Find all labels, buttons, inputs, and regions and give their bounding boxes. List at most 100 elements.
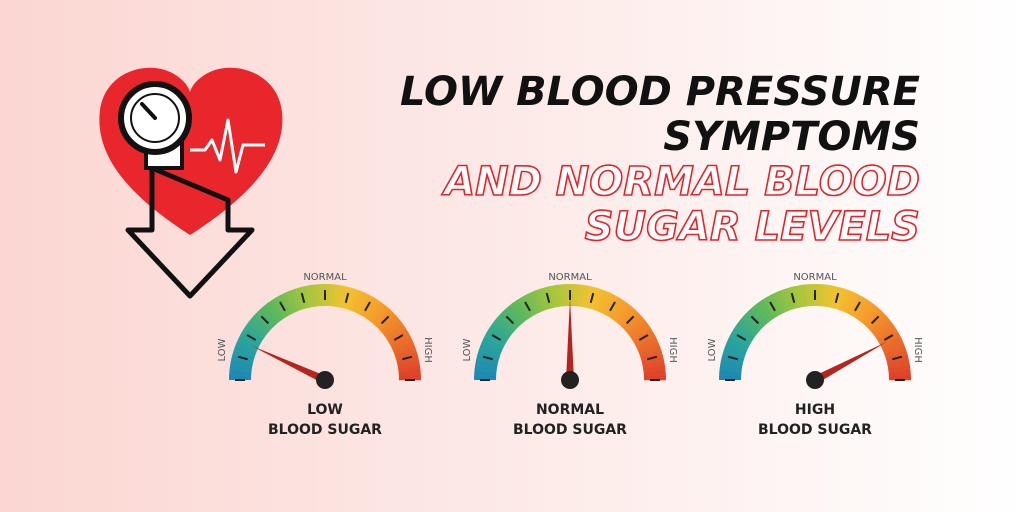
- gauge-arc: [484, 331, 507, 347]
- gauge-arc: [379, 315, 400, 334]
- gauge-tick: [279, 301, 286, 312]
- subtitle-line: AND NORMAL BLOOD: [441, 159, 920, 205]
- gauge-arc: [362, 296, 378, 319]
- gauge-tick: [638, 334, 649, 341]
- gauge-arc: [268, 299, 285, 321]
- title-line: LOW BLOOD PRESSURE: [400, 69, 920, 115]
- gauge-arc: [589, 287, 600, 310]
- gauge-arc: [872, 319, 893, 337]
- gauge-arc: [336, 285, 346, 308]
- gauge-arc: [607, 296, 623, 319]
- gauge-arc: [727, 336, 750, 350]
- gauge-arc: [743, 311, 763, 331]
- scale-label: HIGH: [422, 337, 433, 363]
- gauge-arc: [394, 345, 417, 358]
- gauge-arc: [624, 315, 645, 334]
- gauge-arc: [305, 285, 314, 308]
- gauge-arc: [747, 308, 766, 328]
- gauge-arc: [347, 288, 360, 311]
- gauge-arc: [237, 336, 260, 350]
- gauge-arc: [642, 360, 665, 369]
- gauge-arc: [295, 287, 307, 310]
- gauge-tick: [854, 301, 861, 312]
- gauge-arc: [619, 308, 639, 328]
- gauge-tick: [237, 355, 248, 361]
- gauge-arc: [635, 336, 658, 351]
- gauge-tick: [482, 355, 493, 361]
- gauge: NORMAL LOW HIGH NORMAL BLOOD SUGAR: [462, 272, 678, 438]
- gauge-arc: [754, 302, 772, 323]
- gauge-arc: [603, 294, 619, 317]
- gauge-caption: NORMAL: [536, 402, 604, 418]
- gauge-arc: [384, 323, 406, 340]
- gauge-arc: [627, 319, 648, 337]
- gauge-arc: [767, 294, 782, 316]
- gauge-tick: [260, 315, 270, 325]
- gauge-arc: [344, 287, 355, 310]
- gauge-arc: [818, 284, 826, 307]
- gauge-caption: BLOOD SUGAR: [268, 422, 382, 438]
- gauge-tick: [246, 334, 257, 341]
- gauge-arc: [616, 305, 635, 326]
- gauge-arc: [374, 308, 394, 328]
- gauge-arc: [382, 319, 403, 337]
- gauge-hub: [561, 371, 579, 389]
- gauge-arc: [272, 296, 289, 318]
- gauge-arc: [815, 284, 821, 307]
- gauge-arc: [325, 284, 331, 307]
- gauge-arc: [480, 340, 503, 354]
- scale-label: LOW: [217, 338, 228, 361]
- gauge-arc: [395, 350, 418, 362]
- gauge-arc: [837, 288, 850, 311]
- gauge-arc: [804, 284, 812, 307]
- gauge-arc: [780, 288, 793, 311]
- gauge-arc: [771, 292, 786, 315]
- gauge-arc: [882, 340, 905, 354]
- gauge-arc: [319, 284, 326, 307]
- gauge-arc: [869, 315, 890, 334]
- gauge-arc: [377, 312, 397, 331]
- gauge-arc: [389, 332, 411, 347]
- gauge-arc: [830, 286, 841, 309]
- gauge-arc: [550, 285, 559, 308]
- heart-icon: [99, 67, 283, 299]
- gauge-needle: [566, 298, 574, 380]
- gauge-arc: [260, 305, 279, 326]
- gauge-arc: [474, 374, 497, 380]
- gauge-arc: [719, 374, 742, 380]
- gauge-arc: [861, 305, 880, 326]
- title-line: SYMPTOMS: [663, 114, 920, 160]
- gauge-arc: [340, 286, 351, 309]
- gauge-tick: [727, 355, 738, 361]
- gauge-arc: [492, 319, 513, 337]
- gauge-arc: [486, 327, 509, 343]
- gauge-arc: [257, 308, 276, 328]
- gauge-arc: [253, 311, 273, 331]
- gauge-arc: [517, 296, 534, 318]
- gauge-arc: [247, 319, 268, 337]
- gauge-arc: [244, 323, 266, 340]
- gauge-arc: [513, 299, 530, 321]
- gauge-arc: [235, 340, 258, 354]
- scale-label: HIGH: [912, 337, 923, 363]
- gauge-arc: [290, 288, 303, 311]
- gauge-arc: [722, 350, 745, 361]
- gauge-arc: [888, 374, 912, 381]
- gauge-arc: [230, 359, 253, 369]
- gauge-hub: [316, 371, 334, 389]
- gauge-arc: [888, 369, 911, 377]
- gauge-arc: [852, 296, 868, 319]
- gauge-tick: [750, 315, 760, 325]
- gauge-tick: [344, 292, 350, 303]
- gauge-arc: [474, 369, 497, 377]
- gauge: NORMAL LOW HIGH HIGH BLOOD SUGAR: [707, 272, 923, 438]
- gauge-arc: [790, 286, 800, 309]
- gauge-arc: [476, 354, 499, 365]
- gauge-arc: [858, 302, 876, 323]
- gauge-arc: [396, 355, 419, 365]
- gauge-tick: [625, 315, 635, 325]
- gauge-arc: [570, 284, 576, 307]
- gauge-arc: [482, 336, 505, 350]
- gauge-arc: [809, 284, 816, 307]
- gauge-arc: [622, 312, 642, 331]
